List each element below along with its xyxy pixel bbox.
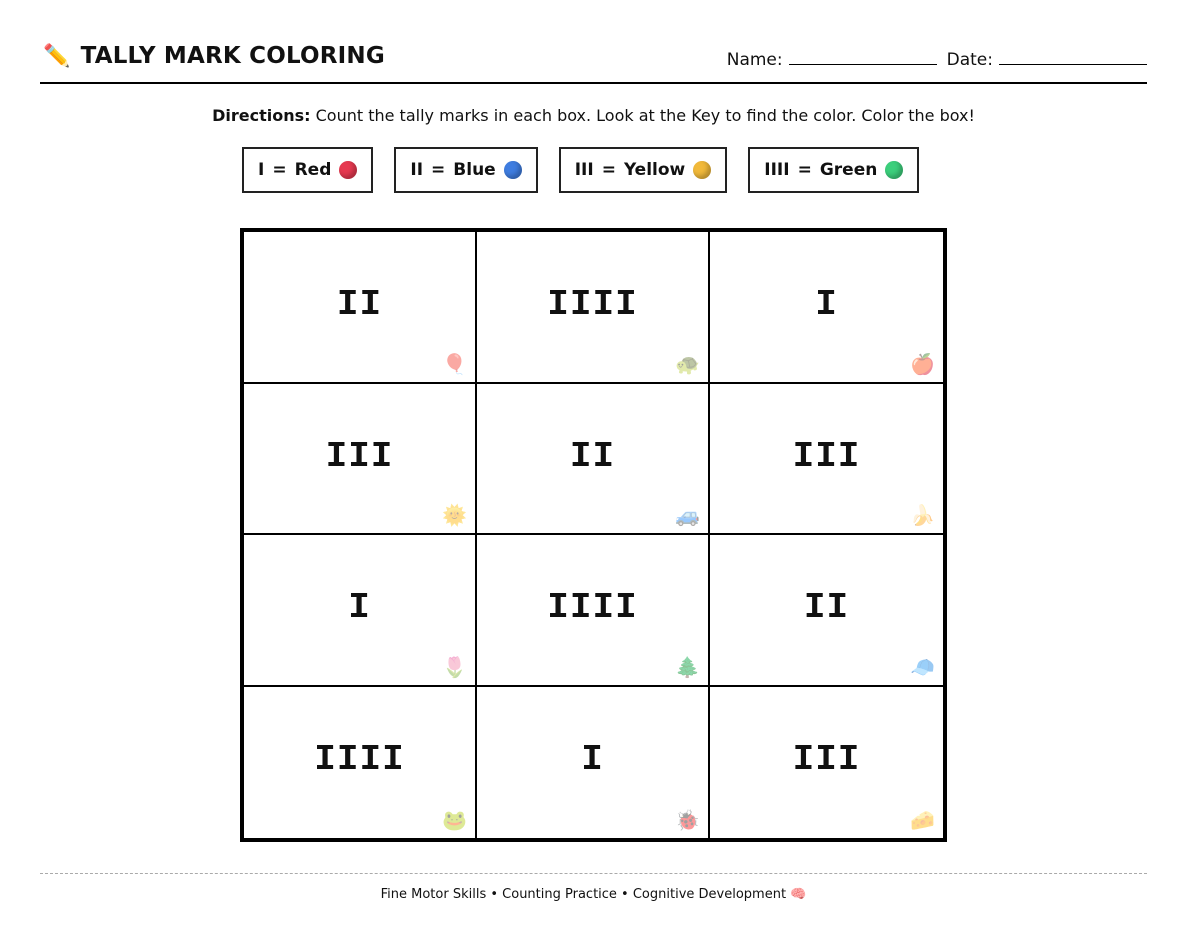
sun-icon: 🌞 <box>442 503 467 527</box>
name-date-fields: Name: Date: <box>727 50 1147 70</box>
tally-marks: II <box>569 435 616 477</box>
tally-cell[interactable]: III 🍌 <box>710 384 943 535</box>
date-label: Date: <box>946 50 993 70</box>
tally-marks: IIII <box>314 738 405 780</box>
key-item-red: I = Red <box>242 147 374 193</box>
directions-label: Directions: <box>212 106 311 125</box>
title-text: TALLY MARK COLORING <box>80 43 385 69</box>
key-color-name: Blue <box>453 160 496 180</box>
key-equals: = <box>601 160 616 180</box>
tally-cell[interactable]: II 🚙 <box>477 383 710 535</box>
tally-marks: I <box>581 738 604 780</box>
key-item-yellow: III = Yellow <box>558 147 728 193</box>
key-equals: = <box>431 160 446 180</box>
key-item-blue: II = Blue <box>394 147 538 193</box>
key-equals: = <box>272 160 287 180</box>
car-icon: 🚙 <box>675 503 700 527</box>
frog-icon: 🐸 <box>442 808 467 832</box>
name-label: Name: <box>726 50 783 70</box>
worksheet-header: ✏️ TALLY MARK COLORING Name: Date: <box>40 40 1147 84</box>
footer: Fine Motor Skills • Counting Practice • … <box>40 873 1147 902</box>
tally-marks: IIII <box>547 284 638 325</box>
tally-cell[interactable]: II 🎈 <box>244 232 477 384</box>
directions-text: Count the tally marks in each box. Look … <box>310 106 975 125</box>
tulip-icon: 🌷 <box>442 654 467 679</box>
tally-marks: I <box>815 284 838 325</box>
tally-marks: III <box>792 435 861 477</box>
tally-marks: II <box>803 587 850 628</box>
tally-cell[interactable]: I 🌷 <box>244 535 477 687</box>
tally-grid: II 🎈 IIII 🐢 I 🍎 III 🌞 II 🚙 III 🍌 I 🌷 IIII 🌲 II 🧢… <box>240 228 947 842</box>
tally-cell[interactable]: I 🍎 <box>710 232 943 384</box>
date-field[interactable] <box>999 50 1147 65</box>
tree-icon: 🌲 <box>675 654 700 679</box>
tally-cell[interactable]: II 🧢 <box>710 535 943 687</box>
color-dot-icon <box>503 161 522 179</box>
tally-cell[interactable]: I 🐞 <box>477 686 710 838</box>
tally-cell[interactable]: III 🌞 <box>244 383 477 535</box>
key-equals: = <box>797 160 812 180</box>
cheese-icon: 🧀 <box>910 808 935 832</box>
color-dot-icon <box>885 161 904 179</box>
banana-icon: 🍌 <box>910 503 935 527</box>
tally-marks: III <box>325 435 394 477</box>
color-dot-icon <box>339 161 358 179</box>
apple-icon: 🍎 <box>910 351 935 376</box>
tally-cell[interactable]: III 🧀 <box>710 687 943 839</box>
turtle-icon: 🐢 <box>675 351 700 376</box>
key-color-name: Red <box>294 160 332 180</box>
brain-icon: 🧠 <box>790 887 807 902</box>
tally-marks: II <box>336 284 383 325</box>
ladybug-icon: 🐞 <box>675 808 700 832</box>
tally-marks: IIII <box>547 587 638 628</box>
tally-cell[interactable]: IIII 🌲 <box>477 535 710 687</box>
tally-marks: III <box>792 738 861 780</box>
page-title: ✏️ TALLY MARK COLORING <box>43 43 385 69</box>
name-field[interactable] <box>788 50 937 65</box>
tally-cell[interactable]: IIII 🐸 <box>244 686 477 838</box>
tally-cell[interactable]: IIII 🐢 <box>477 232 710 384</box>
color-key: I = Red II = Blue III = Yellow IIII = Gr… <box>242 147 920 193</box>
cap-icon: 🧢 <box>910 654 935 679</box>
key-tally: III <box>574 160 594 180</box>
color-dot-icon <box>693 161 712 179</box>
key-tally: IIII <box>764 160 790 180</box>
tally-marks: I <box>348 587 371 628</box>
directions: Directions: Count the tally marks in eac… <box>0 106 1187 125</box>
key-tally: I <box>258 160 265 180</box>
key-color-name: Yellow <box>623 160 686 180</box>
balloon-icon: 🎈 <box>442 351 467 376</box>
key-color-name: Green <box>819 160 878 180</box>
pencil-icon: ✏️ <box>43 43 71 69</box>
key-tally: II <box>410 160 424 180</box>
key-item-green: IIII = Green <box>748 147 920 193</box>
footer-text: Fine Motor Skills • Counting Practice • … <box>380 887 787 902</box>
